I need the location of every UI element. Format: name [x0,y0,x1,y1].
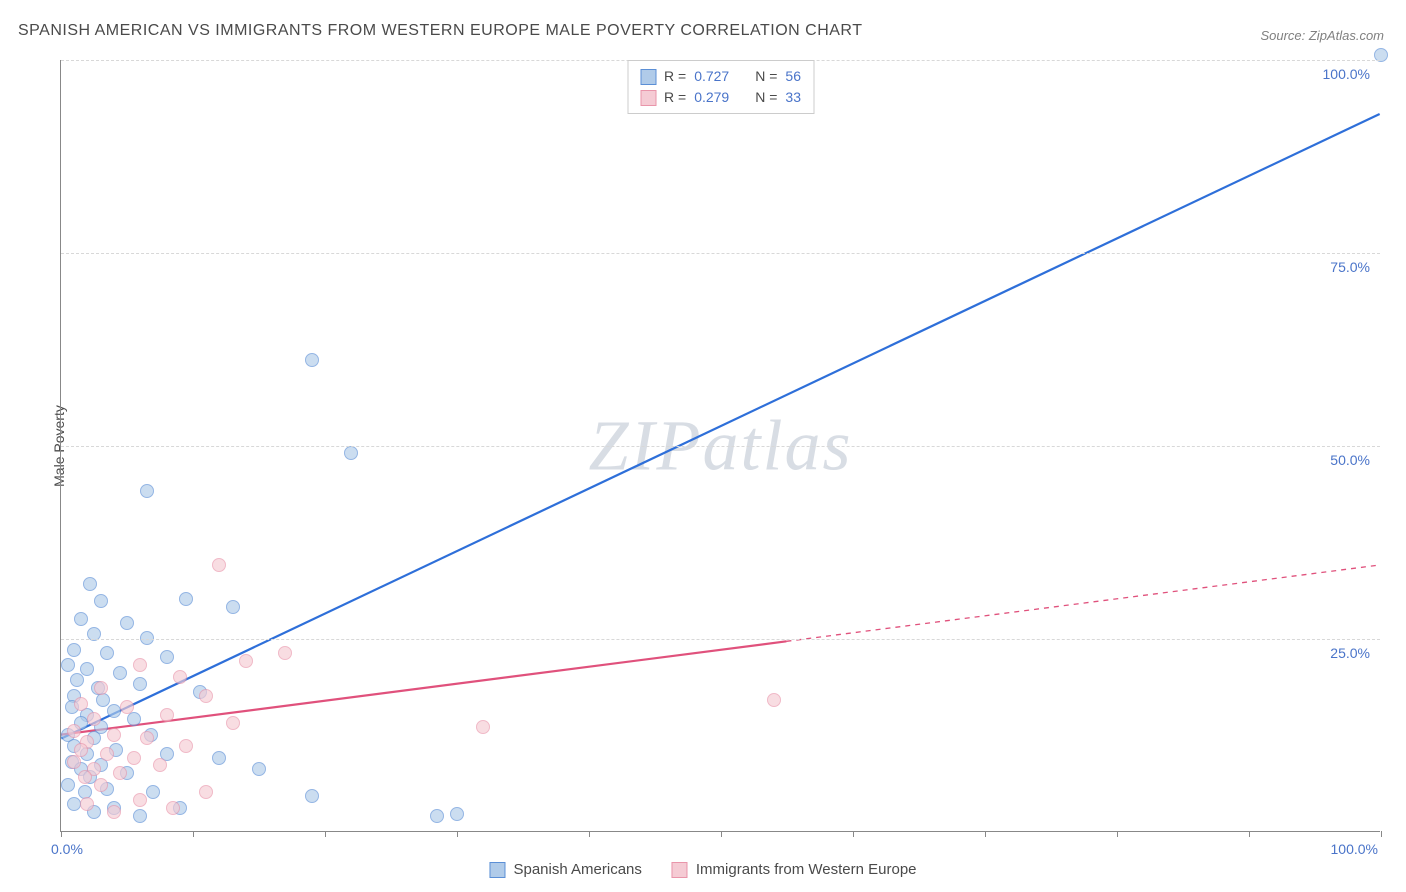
chart-title: SPANISH AMERICAN VS IMMIGRANTS FROM WEST… [18,22,862,40]
source-attribution: Source: ZipAtlas.com [1260,28,1384,43]
data-point [140,631,154,645]
data-point [140,484,154,498]
data-point [87,712,101,726]
x-tick [853,831,854,837]
y-tick-label: 25.0% [1330,645,1370,661]
gridline [61,639,1380,640]
legend-row-series2: R = 0.279 N = 33 [640,87,801,108]
regression-line [61,114,1379,739]
data-point [113,666,127,680]
data-point [179,592,193,606]
data-point [70,673,84,687]
data-point [74,612,88,626]
data-point [133,658,147,672]
x-tick [61,831,62,837]
legend-row-series1: R = 0.727 N = 56 [640,66,801,87]
data-point [239,654,253,668]
data-point [107,805,121,819]
data-point [80,797,94,811]
swatch-series1 [640,69,656,85]
data-point [107,728,121,742]
plot-area: ZIPatlas R = 0.727 N = 56 R = 0.279 N = … [60,60,1380,832]
data-point [67,797,81,811]
y-tick-label: 75.0% [1330,259,1370,275]
n-value-series1: 56 [785,66,801,87]
y-tick-label: 50.0% [1330,452,1370,468]
correlation-legend: R = 0.727 N = 56 R = 0.279 N = 33 [627,60,814,114]
data-point [199,689,213,703]
regression-line-extrapolated [786,565,1379,641]
r-value-series2: 0.279 [694,87,729,108]
data-point [278,646,292,660]
x-tick [589,831,590,837]
data-point [127,751,141,765]
x-tick-label: 0.0% [51,841,83,857]
data-point [94,594,108,608]
r-value-series1: 0.727 [694,66,729,87]
data-point [61,778,75,792]
data-point [305,353,319,367]
data-point [120,616,134,630]
x-tick [325,831,326,837]
y-tick-label: 100.0% [1323,66,1370,82]
data-point [94,778,108,792]
data-point [67,755,81,769]
data-point [146,785,160,799]
data-point [120,700,134,714]
data-point [133,677,147,691]
gridline [61,446,1380,447]
data-point [133,793,147,807]
swatch-series2 [640,90,656,106]
gridline [61,253,1380,254]
data-point [67,724,81,738]
data-point [430,809,444,823]
data-point [476,720,490,734]
data-point [767,693,781,707]
data-point [179,739,193,753]
x-tick [1117,831,1118,837]
data-point [140,731,154,745]
data-point [450,807,464,821]
data-point [160,708,174,722]
data-point [80,662,94,676]
data-point [94,681,108,695]
data-point [344,446,358,460]
data-point [113,766,127,780]
data-point [78,770,92,784]
data-point [212,558,226,572]
data-point [153,758,167,772]
data-point [160,650,174,664]
data-point [173,670,187,684]
legend-label-series1: Spanish Americans [513,861,641,878]
data-point [133,809,147,823]
x-tick [1249,831,1250,837]
data-point [199,785,213,799]
legend-item-series2: Immigrants from Western Europe [672,861,917,878]
x-tick [457,831,458,837]
data-point [212,751,226,765]
data-point [166,801,180,815]
x-tick-label: 100.0% [1331,841,1378,857]
data-point [74,697,88,711]
data-point [226,716,240,730]
data-point [100,646,114,660]
data-point [83,577,97,591]
n-value-series2: 33 [785,87,801,108]
legend-item-series1: Spanish Americans [489,861,641,878]
swatch-series2-bottom [672,862,688,878]
x-tick [193,831,194,837]
data-point [61,658,75,672]
series-legend: Spanish Americans Immigrants from Wester… [489,861,916,878]
data-point [107,704,121,718]
x-tick [985,831,986,837]
data-point [67,643,81,657]
data-point [226,600,240,614]
x-tick [721,831,722,837]
legend-label-series2: Immigrants from Western Europe [696,861,917,878]
x-tick [1381,831,1382,837]
swatch-series1-bottom [489,862,505,878]
data-point [305,789,319,803]
data-point [252,762,266,776]
data-point [100,747,114,761]
